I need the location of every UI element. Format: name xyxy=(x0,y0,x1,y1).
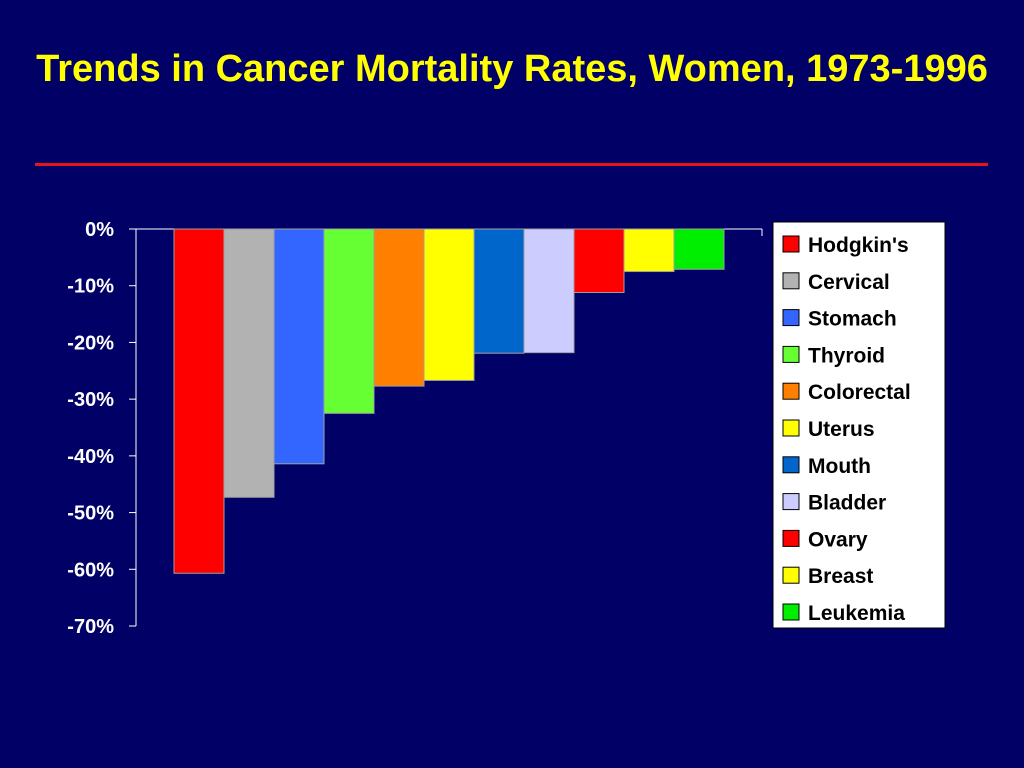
legend-swatch xyxy=(782,456,800,474)
legend-label: Hodgkin's xyxy=(808,234,909,257)
legend-swatch xyxy=(782,345,800,363)
y-tick-label: -50% xyxy=(67,503,114,525)
legend-box xyxy=(772,221,946,629)
y-tick-label: -70% xyxy=(67,616,114,638)
bar-hodgkins xyxy=(173,228,225,574)
bars xyxy=(173,228,725,574)
bar-breast xyxy=(623,228,675,273)
bar-ovary xyxy=(573,228,625,294)
bar-leukemia xyxy=(673,228,725,270)
legend-swatch xyxy=(782,603,800,621)
bar-uterus xyxy=(423,228,475,381)
legend-label: Leukemia xyxy=(808,602,905,625)
legend-swatch xyxy=(782,272,800,290)
bar-cervical xyxy=(223,228,275,498)
legend-label: Uterus xyxy=(808,418,875,441)
y-tick-label: -20% xyxy=(67,332,114,354)
legend-swatch xyxy=(782,419,800,437)
legend-label: Cervical xyxy=(808,271,890,294)
legend-label: Thyroid xyxy=(808,344,885,367)
y-tick-label: -60% xyxy=(67,559,114,581)
bar-stomach xyxy=(273,228,325,465)
legend-swatch xyxy=(782,382,800,400)
y-tick-label: -10% xyxy=(67,276,114,298)
bar-bladder xyxy=(523,228,575,354)
legend-swatch xyxy=(782,493,800,511)
legend-label: Colorectal xyxy=(808,381,911,404)
bar-mouth xyxy=(473,228,525,354)
legend-label: Ovary xyxy=(808,528,868,551)
legend-swatch xyxy=(782,529,800,547)
slide-title: Trends in Cancer Mortality Rates, Women,… xyxy=(36,48,988,90)
legend-swatch xyxy=(782,309,800,327)
title-divider xyxy=(35,163,988,166)
y-tick-label: 0% xyxy=(85,219,114,241)
bar-colorectal xyxy=(373,228,425,387)
y-tick-label: -30% xyxy=(67,389,114,411)
legend: Hodgkin's Cervical Stomach Thyroid Colorecta… xyxy=(772,221,946,629)
legend-label: Mouth xyxy=(808,455,871,478)
legend-label: Stomach xyxy=(808,308,897,331)
legend-swatch xyxy=(782,235,800,253)
y-tick-label: -40% xyxy=(67,446,114,468)
legend-label: Breast xyxy=(808,565,873,588)
legend-swatch xyxy=(782,566,800,584)
legend-label: Bladder xyxy=(808,492,886,515)
bar-thyroid xyxy=(323,228,375,414)
